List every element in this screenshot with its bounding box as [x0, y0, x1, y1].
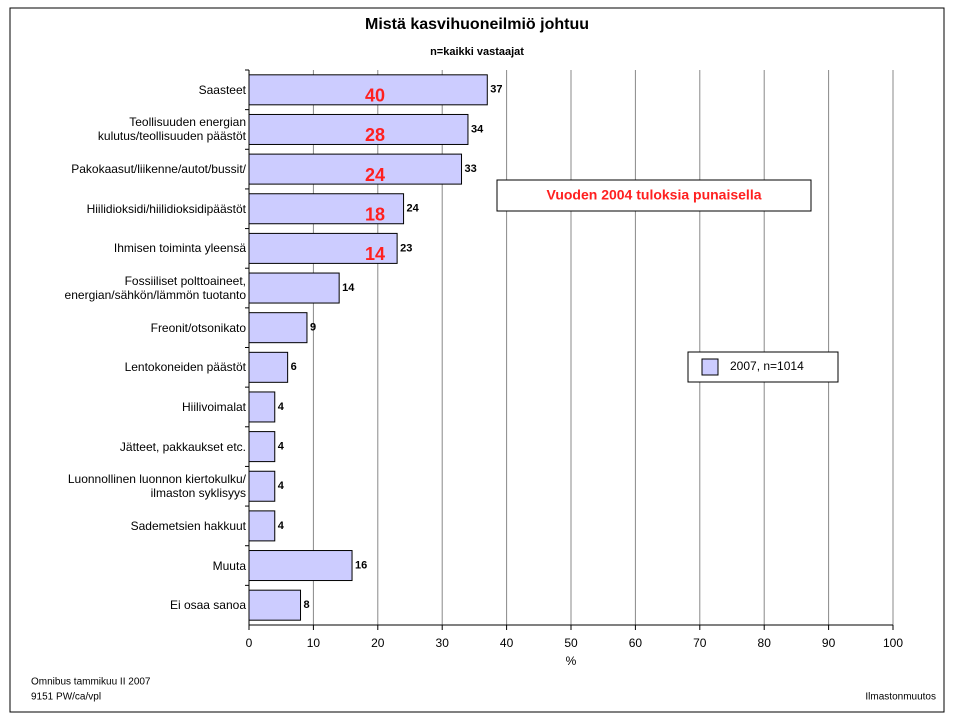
y-tick-label: Muuta [212, 558, 246, 573]
bar [248, 431, 276, 463]
bar [248, 312, 308, 344]
footer-left: Omnibus tammikuu II 2007 [31, 677, 151, 688]
chart-subtitle: n=kaikki vastaajat [430, 46, 524, 58]
y-tick-label: Jätteet, pakkaukset etc. [119, 439, 246, 454]
bar [248, 193, 405, 225]
y-tick-label: Ei osaa sanoa [169, 598, 246, 613]
x-tick-label: 40 [500, 636, 514, 650]
value-label: 24 [407, 203, 420, 215]
annotation: Vuoden 2004 tuloksia punaisella [547, 187, 762, 203]
y-tick-label: Sademetsien hakkuut [130, 518, 246, 533]
bar [248, 589, 302, 621]
value-label: 33 [465, 163, 477, 175]
value-label-2004: 18 [365, 205, 385, 225]
x-tick-label: 70 [693, 636, 707, 650]
value-label-2004: 28 [365, 125, 385, 145]
value-label: 8 [304, 599, 310, 611]
bar [248, 153, 463, 185]
y-tick-label: Hiilidioksidi/hiilidioksidipäästöt [86, 201, 246, 216]
x-tick-label: 50 [564, 636, 578, 650]
value-label: 4 [278, 401, 285, 413]
annotation-box [496, 179, 812, 212]
value-label-2004: 24 [365, 165, 385, 185]
y-tick-label: Pakokaasut/liikenne/autot/bussit/ [71, 162, 246, 177]
y-tick-label: Fossiiliset polttoaineet, energian/sähkö… [64, 274, 246, 303]
value-label: 23 [400, 242, 412, 254]
bar [248, 272, 340, 304]
bar [248, 113, 469, 145]
y-tick-label: Teollisuuden energian kulutus/teollisuud… [97, 115, 246, 144]
value-label: 16 [355, 559, 367, 571]
frame [9, 7, 945, 713]
x-tick-label: 30 [436, 636, 450, 650]
chart-title: Mistä kasvihuoneilmiö johtuu [365, 16, 589, 33]
bar [248, 510, 276, 542]
footer-right: Ilmastonmuutos [865, 692, 936, 703]
y-tick-label: Ihmisen toiminta yleensä [113, 241, 246, 256]
bar [248, 351, 289, 383]
legend-label: 2007, n=1014 [730, 359, 804, 373]
value-label-2004: 14 [365, 244, 385, 264]
value-label: 9 [310, 322, 316, 334]
value-label: 4 [278, 441, 285, 453]
bar [248, 391, 276, 423]
x-tick-label: 100 [883, 636, 903, 650]
y-tick-label: Freonit/otsonikato [150, 320, 246, 335]
y-tick-label: Luonnollinen luonnon kiertokulku/ ilmast… [67, 472, 246, 501]
x-tick-label: 0 [246, 636, 253, 650]
value-label-2004: 40 [365, 86, 385, 106]
bar [248, 74, 488, 106]
value-label: 37 [490, 84, 502, 96]
bar [248, 232, 398, 264]
legend-swatch [701, 358, 719, 376]
value-label: 6 [291, 361, 297, 373]
x-tick-label: 80 [758, 636, 772, 650]
x-tick-label: 10 [307, 636, 321, 650]
y-tick-label: Saasteet [198, 82, 246, 97]
x-tick-label: 90 [822, 636, 836, 650]
value-label: 14 [342, 282, 355, 294]
value-label: 4 [278, 520, 285, 532]
x-axis-label: % [566, 654, 577, 668]
value-label: 4 [278, 480, 285, 492]
footer-left: 9151 PW/ca/vpl [31, 692, 101, 703]
y-tick-label: Hiilivoimalat [181, 399, 246, 414]
bar [248, 550, 353, 582]
y-tick-label: Lentokoneiden päästöt [124, 360, 246, 375]
x-tick-label: 20 [371, 636, 385, 650]
bar [248, 470, 276, 502]
x-tick-label: 60 [629, 636, 643, 650]
value-label: 34 [471, 123, 484, 135]
